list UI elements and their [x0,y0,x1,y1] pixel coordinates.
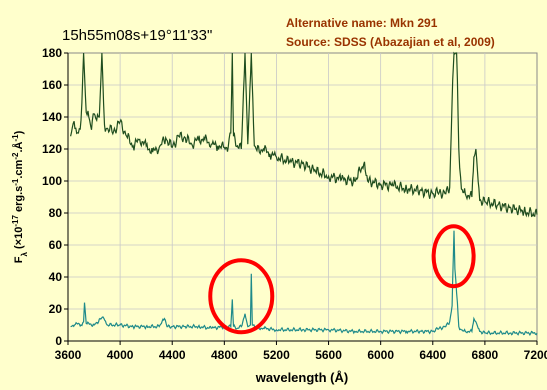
y-tick-label: 100 [42,174,62,188]
y-tick-label: 40 [49,270,63,284]
highlight-circle-halpha [431,224,476,289]
y-axis-label-part: -1 [11,178,20,186]
y-axis-label: Fλ (×10-17 erg.s-1.cm-2.Å-1) [11,130,29,263]
y-axis-label-part: F [13,256,25,263]
y-tick-label: 20 [49,302,63,316]
x-tick-label: 3600 [55,348,82,362]
y-axis-label-part: -17 [11,215,20,227]
x-tick-label: 6400 [419,348,446,362]
plot-frame [67,52,538,342]
y-tick-label: 160 [42,78,62,92]
x-tick-label: 6800 [472,348,499,362]
series-line-upper [70,51,538,218]
y-tick-label: 80 [49,206,63,220]
x-tick-label: 4800 [211,348,238,362]
y-tick-labels: 0 20 40 60 80 100 120 140 160 180 [42,46,68,348]
series-line-lower [70,230,538,336]
y-axis-label-part: λ [20,252,29,257]
plot-area [67,51,538,342]
y-tick-label: 180 [42,46,62,60]
y-axis-label-part: (×10 [13,227,25,252]
y-tick-label: 60 [49,238,63,252]
x-tick-label: 4000 [107,348,134,362]
source-note: Source: SDSS (Abazajian et al, 2009) [286,35,495,49]
series-layer [70,51,538,336]
y-axis-label-part: .cm [13,159,25,178]
alternative-name-note: Alternative name: Mkn 291 [286,16,438,30]
y-axis-label-part: .Å [12,141,25,152]
y-axis-label-part: -1 [11,134,20,142]
y-tick-label: 0 [55,334,62,348]
y-axis-label-part: ) [13,130,25,134]
grid-lines [67,53,537,342]
highlight-layer [208,224,476,335]
y-axis-label-part: erg.s [13,186,25,215]
x-tick-label: 5200 [263,348,290,362]
y-tick-label: 120 [42,142,62,156]
y-axis-label-part: -2 [11,152,20,160]
x-tick-label: 6000 [367,348,394,362]
y-tick-label: 140 [42,110,62,124]
highlight-circle-hbeta-oiii [208,258,275,335]
x-axis-label: wavelength (Å) [255,370,348,385]
x-tick-label: 4400 [159,348,186,362]
x-tick-label: 5600 [315,348,342,362]
chart-title: 15h55m08s+19°11'33" [62,27,212,44]
